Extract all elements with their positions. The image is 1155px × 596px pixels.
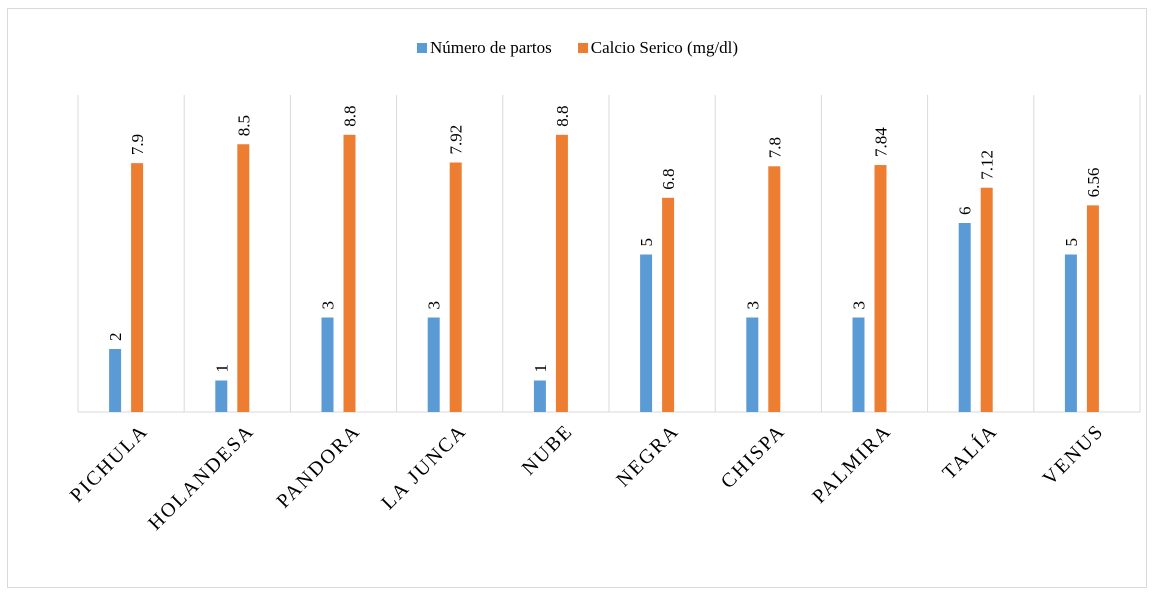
- bar-calcio-palmira: [874, 165, 887, 412]
- data-label-calcio-la-junca: 7.92: [447, 125, 466, 155]
- category-label-la-junca: LA JUNCA: [377, 420, 471, 514]
- data-label-calcio-negra: 6.8: [659, 169, 678, 190]
- bar-calcio-holandesa: [237, 144, 250, 412]
- data-label-partos-negra: 5: [637, 238, 656, 247]
- legend-label-calcio: Calcio Serico (mg/dl): [590, 38, 739, 57]
- bar-partos-chispa: [746, 317, 759, 412]
- category-label-venus: VENUS: [1039, 420, 1109, 490]
- data-label-partos-la-junca: 3: [425, 301, 444, 310]
- data-label-partos-nube: 1: [531, 364, 550, 373]
- data-label-partos-chispa: 3: [743, 301, 762, 310]
- data-label-partos-pichula: 2: [106, 333, 125, 342]
- category-label-nube: NUBE: [518, 420, 578, 480]
- chart-legend: Número de partos Calcio Serico (mg/dl): [0, 36, 1155, 60]
- data-label-calcio-holandesa: 8.5: [234, 115, 253, 136]
- bar-partos-talía: [958, 223, 971, 412]
- legend-item-calcio: Calcio Serico (mg/dl): [577, 38, 739, 58]
- bar-calcio-venus: [1086, 205, 1099, 412]
- chart-frame: [7, 8, 1147, 588]
- bar-calcio-talía: [980, 187, 993, 412]
- bar-partos-holandesa: [215, 380, 228, 412]
- legend-item-partos: Número de partos: [416, 38, 552, 58]
- category-label-negra: NEGRA: [612, 420, 683, 491]
- data-label-partos-venus: 5: [1062, 238, 1081, 247]
- bar-partos-palmira: [852, 317, 865, 412]
- data-label-calcio-nube: 8.8: [553, 106, 572, 127]
- bar-partos-pandora: [321, 317, 334, 412]
- data-label-calcio-talía: 7.12: [978, 150, 997, 180]
- data-label-partos-pandora: 3: [319, 301, 338, 310]
- bar-calcio-pandora: [343, 134, 356, 413]
- category-label-palmira: PALMIRA: [808, 420, 896, 508]
- legend-swatch-calcio: [577, 43, 588, 53]
- data-label-partos-talía: 6: [956, 207, 975, 216]
- bar-calcio-pichula: [131, 163, 144, 412]
- data-label-calcio-pichula: 7.9: [128, 134, 147, 155]
- category-label-pandora: PANDORA: [273, 420, 366, 513]
- data-label-partos-palmira: 3: [850, 301, 869, 310]
- legend-swatch-partos: [416, 43, 427, 53]
- bar-partos-negra: [640, 254, 653, 412]
- data-label-calcio-palmira: 7.84: [872, 127, 891, 157]
- bar-calcio-nube: [555, 134, 568, 413]
- bar-partos-pichula: [109, 349, 122, 412]
- data-label-calcio-chispa: 7.8: [765, 137, 784, 158]
- bar-partos-nube: [533, 380, 546, 412]
- legend-label-partos: Número de partos: [429, 38, 552, 57]
- category-label-talía: TALÍA: [938, 419, 1003, 484]
- data-label-calcio-pandora: 8.8: [341, 106, 360, 127]
- bar-partos-la-junca: [427, 317, 440, 412]
- data-label-calcio-venus: 6.56: [1084, 168, 1103, 198]
- category-label-holandesa: HOLANDESA: [144, 420, 259, 535]
- bar-partos-venus: [1064, 254, 1077, 412]
- category-label-chispa: CHISPA: [717, 420, 790, 493]
- category-label-pichula: PICHULA: [66, 420, 153, 507]
- data-label-partos-holandesa: 1: [212, 364, 231, 373]
- bar-calcio-la-junca: [449, 162, 462, 412]
- bar-calcio-negra: [662, 197, 675, 412]
- bar-calcio-chispa: [768, 166, 781, 412]
